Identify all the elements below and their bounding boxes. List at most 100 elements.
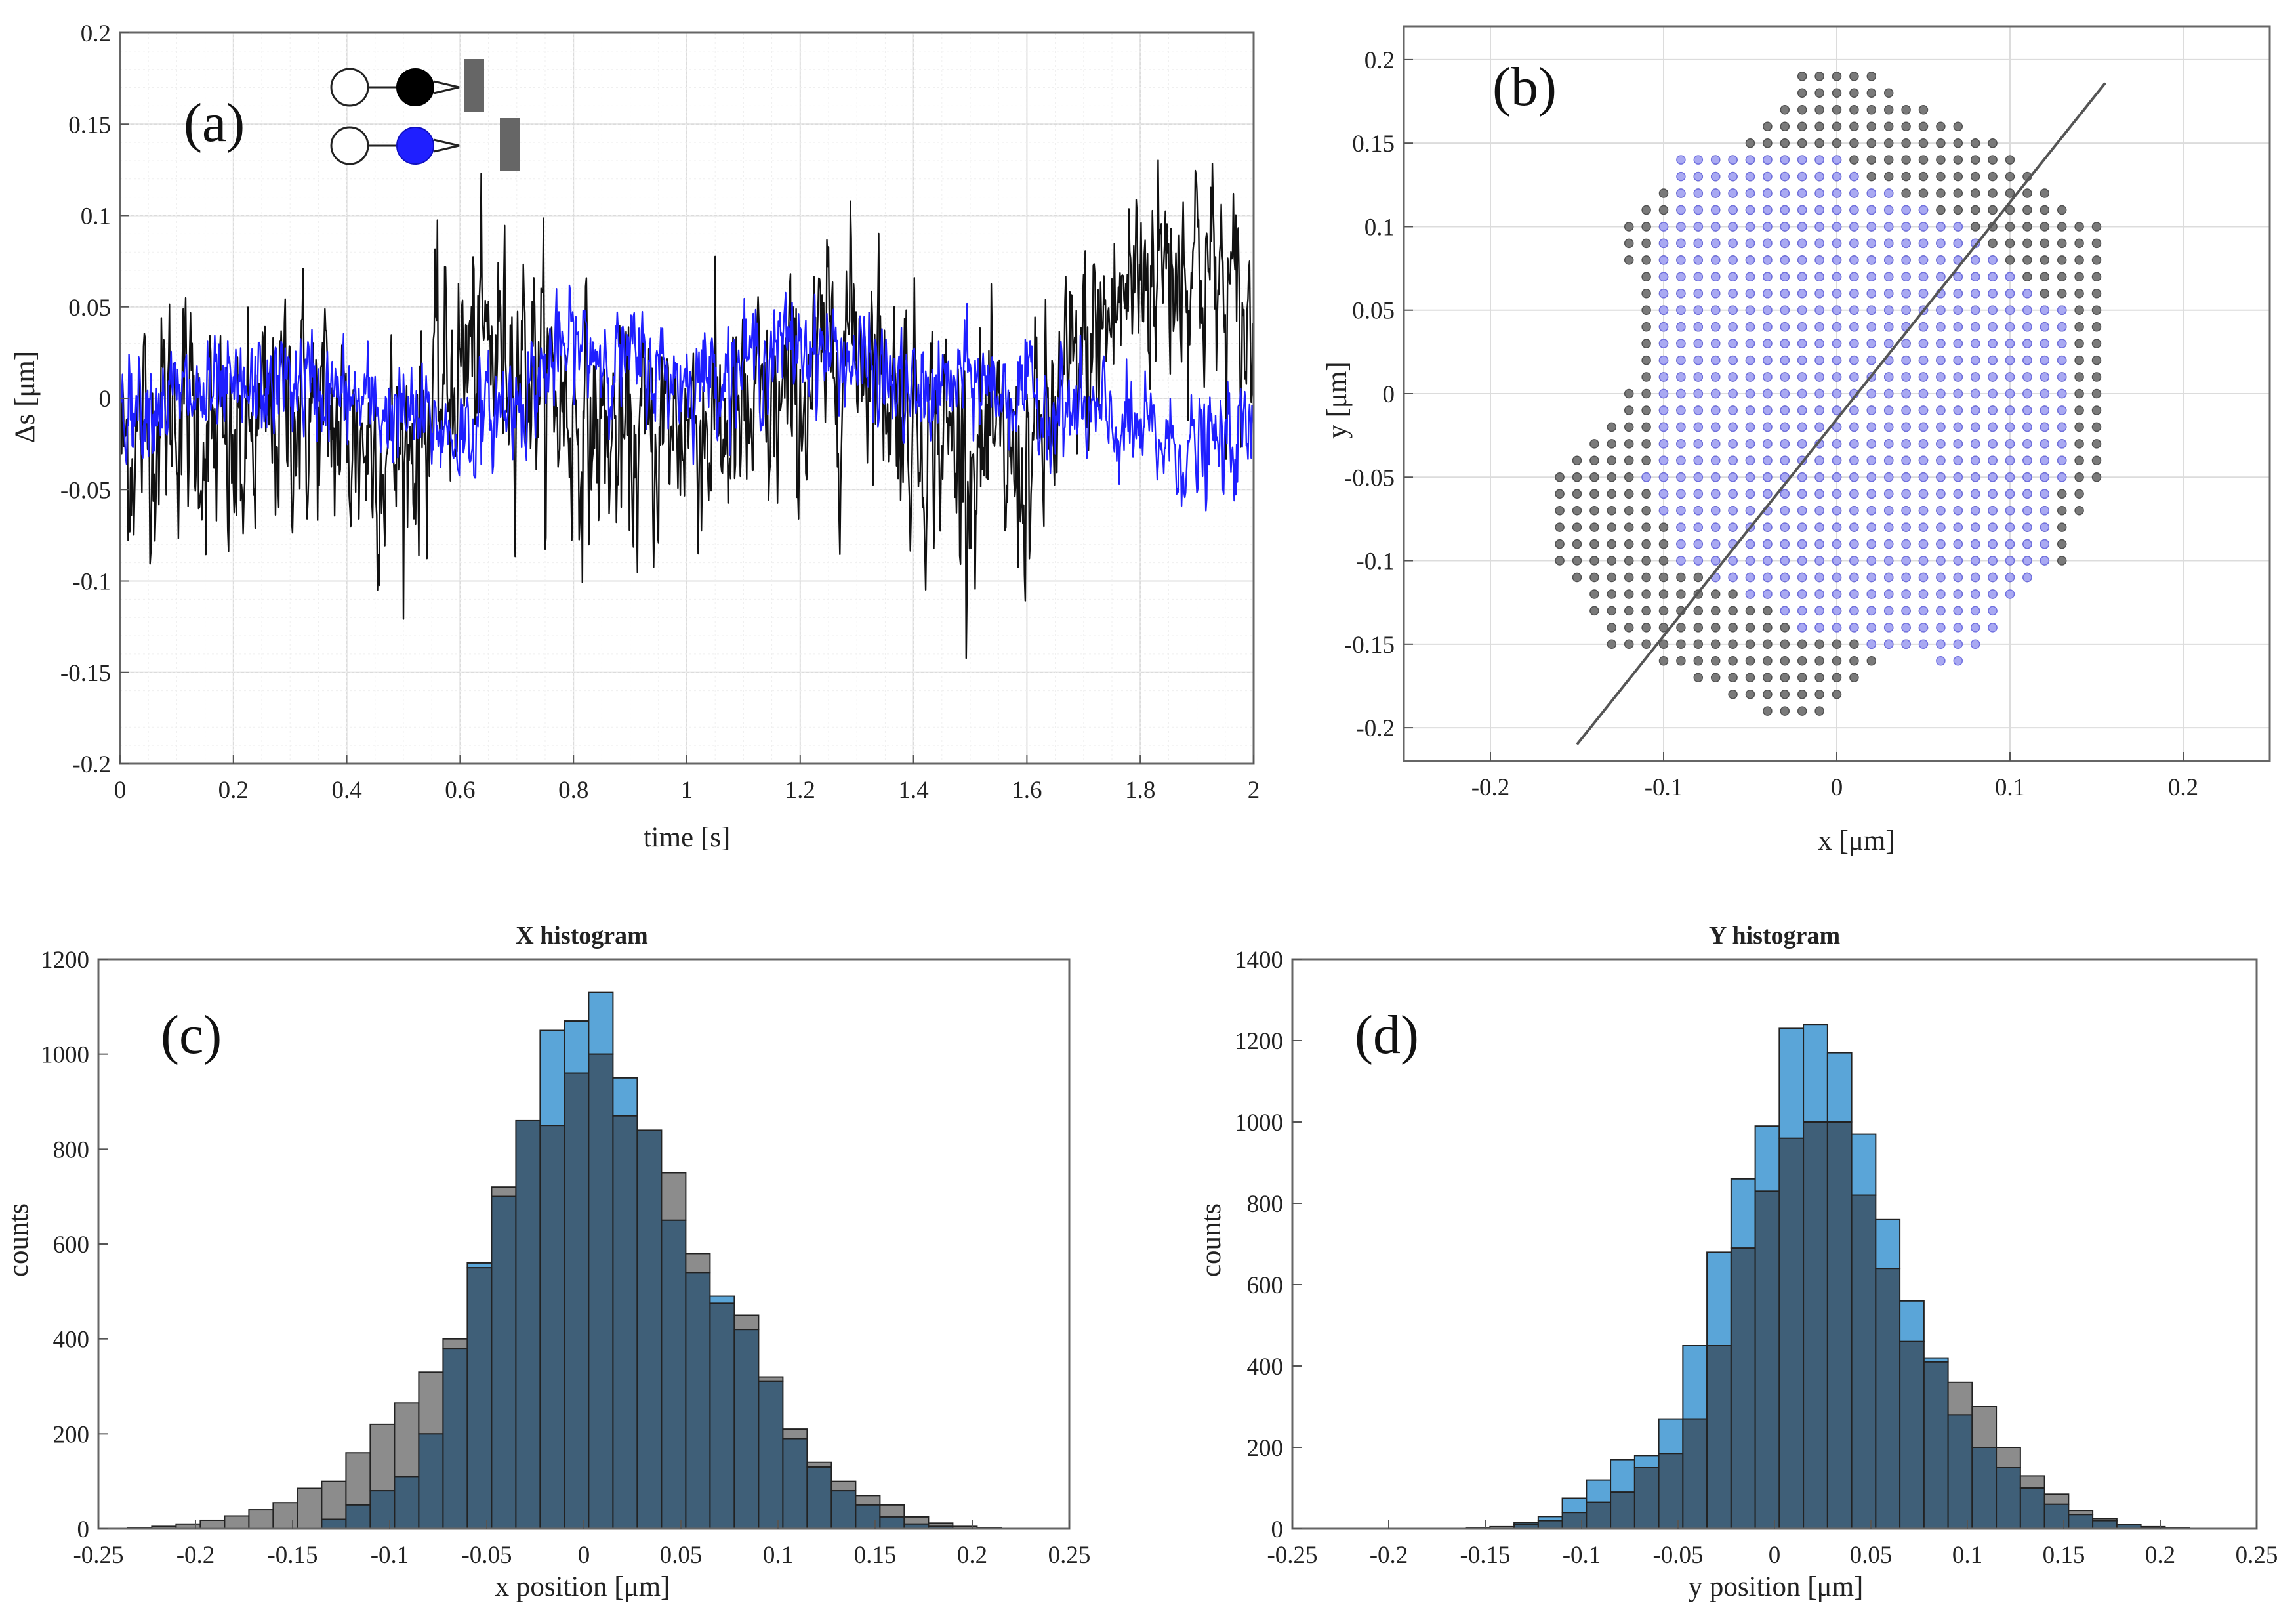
scatter-point-blue xyxy=(1693,255,1704,265)
scatter-point-gray xyxy=(1624,422,1634,432)
scatter-point-blue xyxy=(1866,539,1877,549)
scatter-point-blue xyxy=(1797,171,1807,182)
histogram-bar-gray xyxy=(321,1480,347,1520)
scatter-point-blue xyxy=(1658,339,1669,348)
x-tick-label: 0.2 xyxy=(2145,1542,2175,1569)
scatter-point-blue xyxy=(1849,238,1859,249)
scatter-point-blue xyxy=(1763,305,1773,315)
scatter-point-blue xyxy=(1780,505,1790,516)
scatter-point-blue xyxy=(1970,589,1980,599)
scatter-point-blue xyxy=(1676,539,1686,549)
scatter-point-gray xyxy=(1641,255,1651,265)
scatter-point-blue xyxy=(1658,439,1669,449)
x-tick-label: 0.8 xyxy=(558,777,588,804)
histogram-bar-blue xyxy=(1610,1459,1635,1493)
scatter-point-blue xyxy=(2005,289,2015,299)
scatter-point-blue xyxy=(1901,222,1911,232)
scatter-point-gray xyxy=(2074,439,2084,449)
panel-c-title: X histogram xyxy=(516,922,648,949)
scatter-point-blue xyxy=(1814,422,1824,432)
scatter-point-blue xyxy=(1832,589,1842,599)
scatter-point-blue xyxy=(2022,305,2032,315)
scatter-point-gray xyxy=(2040,238,2050,249)
scatter-point-blue xyxy=(1866,572,1877,583)
scatter-point-gray xyxy=(1693,572,1704,583)
histogram-bar-overlap xyxy=(855,1504,881,1529)
scatter-point-blue xyxy=(2005,489,2015,499)
scatter-point-gray xyxy=(1710,606,1721,616)
scatter-point-blue xyxy=(1780,255,1790,265)
scatter-point-gray xyxy=(1641,505,1651,516)
scatter-point-blue xyxy=(1763,355,1773,365)
scatter-point-blue xyxy=(1676,255,1686,265)
scatter-point-blue xyxy=(1676,339,1686,348)
y-tick-label: -0.05 xyxy=(1344,465,1395,491)
histogram-bar-blue xyxy=(1658,1418,1684,1455)
scatter-point-blue xyxy=(1918,422,1929,432)
histogram-bar-overlap xyxy=(491,1195,517,1529)
scatter-point-gray xyxy=(2091,255,2102,265)
scatter-point-blue xyxy=(1970,388,1980,399)
scatter-point-blue xyxy=(1710,455,1721,466)
scatter-point-blue xyxy=(1814,455,1824,466)
scatter-point-blue xyxy=(1953,405,1963,415)
histogram-bar-gray xyxy=(1971,1406,1998,1448)
scatter-point-gray xyxy=(1641,572,1651,583)
scatter-point-blue xyxy=(2022,422,2032,432)
scatter-point-gray xyxy=(1936,155,1946,165)
scatter-point-blue xyxy=(1883,372,1894,382)
scatter-point-blue xyxy=(1814,355,1824,365)
scatter-point-blue xyxy=(1745,572,1755,583)
scatter-point-blue xyxy=(1883,489,1894,499)
scatter-point-blue xyxy=(2040,388,2050,399)
scatter-point-blue xyxy=(1693,539,1704,549)
scatter-point-gray xyxy=(2074,272,2084,282)
scatter-point-blue xyxy=(1936,505,1946,516)
scatter-point-gray xyxy=(2091,322,2102,332)
scatter-point-blue xyxy=(2040,405,2050,415)
histogram-bar-blue xyxy=(1778,1027,1805,1139)
histogram-bar-overlap xyxy=(1706,1345,1732,1529)
scatter-point-blue xyxy=(1728,188,1738,198)
scatter-point-blue xyxy=(1953,472,1963,482)
y-tick-label: 0 xyxy=(99,386,112,413)
scatter-point-blue xyxy=(1918,639,1929,650)
scatter-point-blue xyxy=(1918,439,1929,449)
scatter-point-gray xyxy=(1832,105,1842,115)
scatter-point-gray xyxy=(1693,639,1704,650)
panel-d-ticks: -0.25 -0.2 -0.15 -0.1 -0.05 0 0.05 0.1 0.15 0.2 0.… xyxy=(1235,947,2278,1569)
scatter-point-blue xyxy=(1745,238,1755,249)
scatter-point-blue xyxy=(1780,589,1790,599)
scatter-point-blue xyxy=(1953,489,1963,499)
scatter-point-gray xyxy=(2057,222,2067,232)
scatter-point-gray xyxy=(1883,155,1894,165)
scatter-point-blue xyxy=(1988,339,1998,348)
scatter-point-blue xyxy=(1832,372,1842,382)
scatter-point-gray xyxy=(2057,255,2067,265)
scatter-point-blue xyxy=(1866,355,1877,365)
scatter-point-blue xyxy=(1693,405,1704,415)
panel-a-ylabel: Δs [μm] xyxy=(10,351,41,443)
scatter-point-blue xyxy=(1936,656,1946,666)
scatter-point-blue xyxy=(1901,572,1911,583)
x-tick-label: -0.05 xyxy=(461,1542,512,1569)
scatter-point-gray xyxy=(1589,505,1599,516)
x-tick-label: 0 xyxy=(1831,774,1843,801)
scatter-point-blue xyxy=(1658,355,1669,365)
scatter-point-blue xyxy=(1832,556,1842,566)
scatter-point-gray xyxy=(1780,656,1790,666)
scatter-point-blue xyxy=(2022,289,2032,299)
scatter-point-blue xyxy=(1936,372,1946,382)
y-tick-label: 800 xyxy=(53,1136,90,1163)
fit-line xyxy=(1576,82,2106,745)
y-tick-label: 800 xyxy=(1247,1191,1284,1218)
scatter-point-blue xyxy=(1866,505,1877,516)
scatter-point-blue xyxy=(1710,472,1721,482)
scatter-point-blue xyxy=(1849,272,1859,282)
scatter-point-blue xyxy=(1693,439,1704,449)
histogram-bar-overlap xyxy=(612,1115,638,1529)
scatter-point-blue xyxy=(1883,472,1894,482)
scatter-point-blue xyxy=(1780,322,1790,332)
scatter-point-blue xyxy=(1693,505,1704,516)
scatter-point-blue xyxy=(1918,572,1929,583)
